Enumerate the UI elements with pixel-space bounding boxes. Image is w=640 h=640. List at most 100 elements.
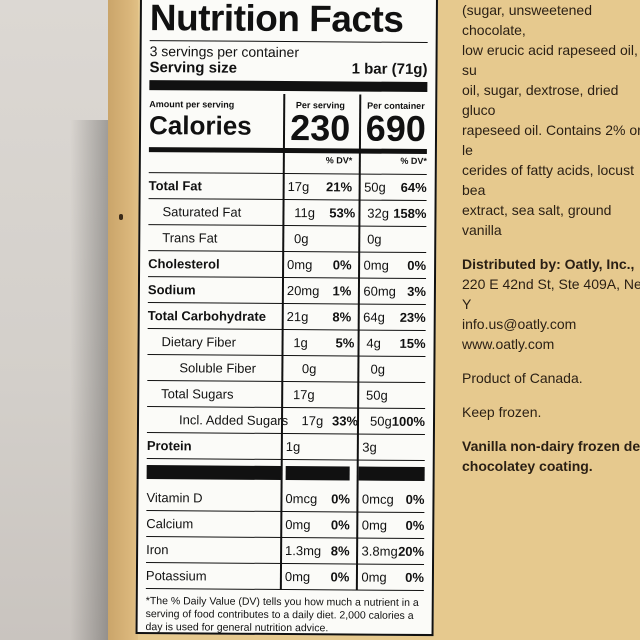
amount-per-serving: 0g xyxy=(301,361,317,377)
nutrient-row: Soluble Fiber 0g 0g xyxy=(147,355,426,384)
dv-per-container: 3% xyxy=(407,283,426,300)
amount-per-serving: 1g xyxy=(293,335,308,351)
dv-per-container: 20% xyxy=(398,543,425,559)
amount-per-serving-label: Amount per serving xyxy=(149,99,235,110)
dv-per-serving: 1% xyxy=(332,283,352,299)
nutrient-name: Sodium xyxy=(147,282,196,298)
nutrient-name: Soluble Fiber xyxy=(179,360,257,376)
nutrient-row: Cholesterol 0mg 0% 0mg 0% xyxy=(148,251,427,280)
nutrient-name: Cholesterol xyxy=(148,256,220,272)
dv-per-container: 158% xyxy=(393,205,427,222)
dv-header: % DV* xyxy=(325,155,353,166)
dv-per-container: 0% xyxy=(405,491,425,507)
nutrient-grid: Amount per serving Calories Per serving … xyxy=(145,93,427,591)
dv-per-serving: 0% xyxy=(330,569,350,585)
nutrient-name: Total Carbohydrate xyxy=(147,308,267,324)
ingredients-line: rapeseed oil. Contains 2% or le xyxy=(462,122,640,158)
nutrient-name: Dietary Fiber xyxy=(161,334,237,350)
dv-header-row: % DV* % DV* xyxy=(149,154,427,174)
dv-per-serving: 5% xyxy=(335,335,355,351)
divider-thick xyxy=(149,80,428,93)
amount-per-container: 0mg xyxy=(363,257,389,273)
dv-per-serving: 0% xyxy=(332,257,352,273)
background-wall xyxy=(0,0,112,640)
distributor-email: info.us@oatly.com xyxy=(462,316,577,332)
nutrient-row: Saturated Fat 11g 53% 32g 158% xyxy=(148,199,427,228)
ingredients-line: low erucic acid rapeseed oil, su xyxy=(462,42,638,78)
amount-per-serving: 11g xyxy=(294,205,316,221)
nutrient-name: Calcium xyxy=(146,516,194,532)
nutrient-row: Potassium 0mg 0% 0mg 0% xyxy=(145,563,425,591)
dv-per-container: 0% xyxy=(407,257,427,274)
amount-per-container: 0mcg xyxy=(361,491,394,507)
ingredients-line: cerides of fatty acids, locust bea xyxy=(462,162,634,198)
ingredients-line: extract, sea salt, ground vanilla xyxy=(462,202,612,238)
calories-label: Calories xyxy=(148,110,252,141)
amount-per-container: 32g xyxy=(367,205,390,221)
amount-per-serving: 21g xyxy=(286,309,309,325)
nutrient-name: Total Fat xyxy=(148,178,202,194)
amount-per-serving: 1g xyxy=(285,439,301,455)
amount-per-container: 0mg xyxy=(361,569,387,585)
ingredients-line: oil, sugar, dextrose, dried gluco xyxy=(462,82,619,118)
servings-per-container: 3 servings per container xyxy=(149,43,300,61)
nutrient-row: Sodium 20mg 1% 60mg 3% xyxy=(147,277,427,306)
dv-per-container: 0% xyxy=(405,517,425,533)
box-mark xyxy=(119,214,123,220)
amount-per-container: 3g xyxy=(362,439,377,455)
nutrient-name: Vitamin D xyxy=(146,490,203,506)
nutrient-row: Vitamin D 0mcg 0% 0mcg 0% xyxy=(146,485,425,513)
nutrient-row: Trans Fat 0g 0g xyxy=(148,225,427,254)
amount-per-container: 64g xyxy=(363,309,385,325)
amount-per-serving: 0mg xyxy=(284,569,311,585)
dv-header: % DV* xyxy=(400,155,427,167)
nutrient-row: Total Sugars 17g 50g xyxy=(147,381,426,410)
serving-size-row: Serving size 1 bar (71g) xyxy=(149,59,427,79)
serving-size-value: 1 bar (71g) xyxy=(351,60,428,79)
calories-per-serving: 230 xyxy=(290,107,351,149)
vitamin-separator xyxy=(146,465,425,481)
nutrient-name: Protein xyxy=(146,438,192,454)
distributor-website: www.oatly.com xyxy=(462,336,555,352)
nutrition-facts-label: Nutrition Facts 3 servings per container… xyxy=(135,0,438,637)
amount-per-serving: 0mg xyxy=(285,517,311,533)
distributor-address: 220 E 42nd St, Ste 409A, New Y xyxy=(462,276,640,312)
dv-per-serving: 0% xyxy=(330,517,350,533)
nutrient-name: Incl. Added Sugars xyxy=(178,412,289,429)
calories-per-container: 690 xyxy=(365,107,426,149)
dv-per-container: 64% xyxy=(400,179,427,196)
label-title: Nutrition Facts xyxy=(149,0,404,40)
nutrient-row: Incl. Added Sugars 17g 33% 50g 100% xyxy=(146,407,426,435)
serving-size-label: Serving size xyxy=(149,59,238,77)
description-line: Vanilla non-dairy frozen des xyxy=(462,438,640,454)
amount-per-serving: 17g xyxy=(287,179,310,195)
amount-per-serving: 17g xyxy=(301,413,324,429)
amount-per-serving: 0mg xyxy=(287,257,313,273)
nutrient-name: Total Sugars xyxy=(161,386,234,402)
amount-per-serving: 17g xyxy=(292,387,315,403)
nutrient-row: Dietary Fiber 1g 5% 4g 15% xyxy=(147,329,426,358)
product-description: Vanilla non-dairy frozen des chocolatey c… xyxy=(462,436,640,476)
amount-per-container: 0mg xyxy=(361,517,388,533)
storage-instruction: Keep frozen. xyxy=(462,404,542,420)
nutrient-name: Trans Fat xyxy=(162,230,218,246)
side-text-panel: (sugar, unsweetened chocolate, low erucic… xyxy=(462,0,640,476)
nutrient-row: Calcium 0mg 0% 0mg 0% xyxy=(146,511,425,539)
dv-per-serving: 21% xyxy=(326,179,353,195)
amount-per-container: 0g xyxy=(367,231,382,247)
amount-per-serving: 20mg xyxy=(286,283,320,299)
nutrient-rows: Total Fat 17g 21% 50g 64% Saturated Fat 11g 53%… xyxy=(146,173,427,461)
amount-per-container: 0g xyxy=(370,361,386,377)
vitamin-rows: Vitamin D 0mcg 0% 0mcg 0% Calcium 0mg 0% 0mg 0% Ir… xyxy=(145,485,425,591)
dv-per-serving: 53% xyxy=(329,205,356,221)
amount-per-container: 60mg xyxy=(363,283,396,299)
dv-per-serving: 33% xyxy=(331,413,359,429)
nutrient-name: Potassium xyxy=(145,568,207,584)
dv-per-container: 23% xyxy=(399,309,426,326)
daily-value-footnote: *The % Daily Value (DV) tells you how mu… xyxy=(145,595,419,635)
dv-per-container: 100% xyxy=(391,413,426,430)
amount-per-container: 50g xyxy=(364,179,386,195)
ingredients-line: (sugar, unsweetened chocolate, xyxy=(462,2,592,38)
nutrient-name: Iron xyxy=(146,542,169,558)
calories-row: Amount per serving Calories Per serving … xyxy=(148,93,427,149)
